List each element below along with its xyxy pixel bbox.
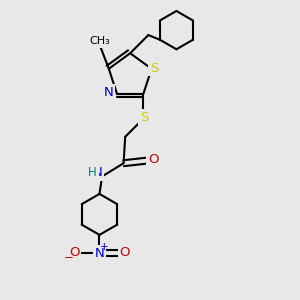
- Text: CH₃: CH₃: [89, 36, 110, 46]
- Text: +: +: [100, 242, 109, 252]
- Text: O: O: [119, 246, 130, 259]
- Text: −: −: [64, 251, 74, 264]
- Text: N: N: [104, 86, 114, 99]
- Text: S: S: [150, 61, 158, 75]
- Text: S: S: [140, 111, 148, 124]
- Text: N: N: [94, 247, 104, 260]
- Text: O: O: [148, 153, 158, 167]
- Text: O: O: [69, 246, 80, 259]
- Text: H: H: [88, 166, 97, 179]
- Text: N: N: [92, 166, 102, 179]
